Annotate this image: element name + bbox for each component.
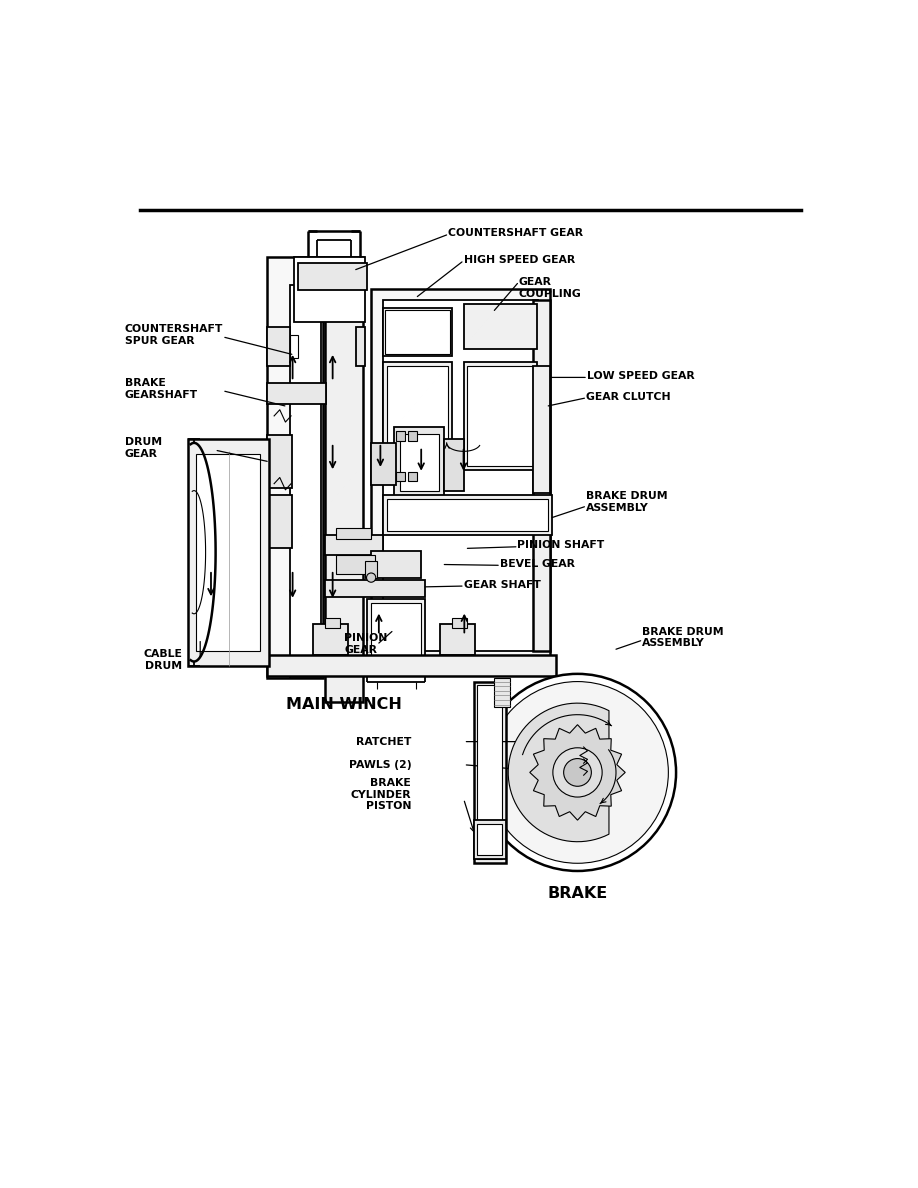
Bar: [477, 685, 502, 859]
Bar: [325, 580, 425, 596]
Bar: [385, 310, 450, 354]
Text: CABLE
DRUM: CABLE DRUM: [144, 649, 183, 671]
Bar: [452, 619, 467, 627]
Circle shape: [366, 573, 375, 582]
Bar: [383, 301, 538, 651]
Text: COUNTERSHAFT GEAR: COUNTERSHAFT GEAR: [448, 228, 583, 238]
Bar: [464, 304, 537, 349]
Bar: [325, 619, 341, 627]
Bar: [371, 551, 421, 577]
Bar: [371, 289, 550, 664]
Bar: [196, 454, 261, 651]
Bar: [477, 824, 502, 855]
Bar: [394, 428, 444, 497]
Bar: [383, 362, 452, 469]
Text: GEAR
COUPLING: GEAR COUPLING: [519, 277, 582, 299]
Bar: [267, 655, 556, 676]
Bar: [267, 495, 292, 548]
Text: GEAR SHAFT: GEAR SHAFT: [464, 580, 541, 589]
Circle shape: [564, 759, 591, 786]
Bar: [495, 677, 509, 707]
Bar: [365, 561, 376, 577]
Bar: [290, 335, 298, 358]
Bar: [290, 285, 321, 677]
Text: BRAKE
GEARSHAFT: BRAKE GEARSHAFT: [125, 378, 198, 399]
Bar: [444, 440, 464, 492]
Bar: [371, 604, 421, 664]
Text: GEAR CLUTCH: GEAR CLUTCH: [586, 392, 671, 402]
Bar: [188, 440, 269, 666]
Text: HIGH SPEED GEAR: HIGH SPEED GEAR: [464, 254, 575, 265]
Text: RATCHET: RATCHET: [356, 737, 411, 746]
Bar: [467, 366, 532, 466]
Bar: [371, 443, 396, 485]
Bar: [441, 624, 476, 655]
Text: PINION
GEAR: PINION GEAR: [344, 633, 387, 655]
Bar: [409, 472, 418, 481]
Bar: [383, 495, 552, 536]
Text: DRUM
GEAR: DRUM GEAR: [125, 437, 162, 459]
Bar: [267, 257, 322, 678]
Bar: [532, 301, 550, 651]
Polygon shape: [509, 703, 609, 842]
Circle shape: [553, 747, 602, 797]
Text: PAWLS (2): PAWLS (2): [349, 759, 411, 770]
Bar: [325, 536, 383, 555]
Text: PINION SHAFT: PINION SHAFT: [518, 541, 605, 550]
Text: BRAKE DRUM
ASSEMBLY: BRAKE DRUM ASSEMBLY: [643, 627, 723, 649]
Bar: [409, 431, 418, 441]
Text: MAIN WINCH: MAIN WINCH: [286, 697, 402, 712]
Bar: [337, 555, 375, 574]
Polygon shape: [530, 725, 625, 820]
Bar: [386, 499, 548, 531]
Bar: [267, 435, 292, 487]
Bar: [396, 472, 405, 481]
Bar: [267, 328, 290, 366]
Text: LOW SPEED GEAR: LOW SPEED GEAR: [587, 371, 695, 381]
Bar: [313, 624, 348, 655]
Text: BEVEL GEAR: BEVEL GEAR: [499, 558, 575, 569]
Text: BRAKE: BRAKE: [547, 886, 608, 901]
Bar: [474, 820, 506, 859]
Bar: [298, 264, 367, 290]
Bar: [464, 362, 537, 469]
Text: COUNTERSHAFT
SPUR GEAR: COUNTERSHAFT SPUR GEAR: [125, 324, 223, 346]
Bar: [474, 682, 506, 862]
Text: BRAKE
CYLINDER
PISTON: BRAKE CYLINDER PISTON: [351, 778, 411, 811]
Bar: [325, 257, 364, 702]
Bar: [367, 599, 425, 669]
Bar: [356, 328, 365, 366]
Bar: [294, 257, 365, 322]
Bar: [400, 434, 439, 491]
Text: BRAKE DRUM
ASSEMBLY: BRAKE DRUM ASSEMBLY: [586, 492, 667, 513]
Bar: [383, 308, 452, 356]
Bar: [267, 383, 326, 404]
Bar: [337, 527, 371, 539]
Circle shape: [487, 682, 668, 864]
Bar: [532, 366, 550, 493]
Bar: [386, 366, 448, 466]
Circle shape: [479, 674, 676, 871]
Bar: [396, 431, 405, 441]
